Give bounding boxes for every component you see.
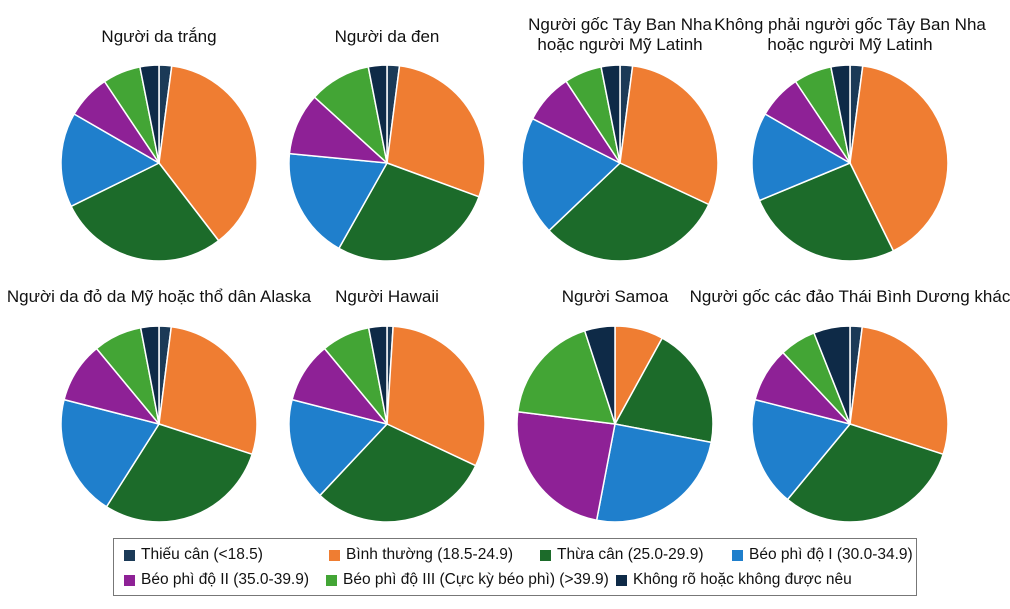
pie-slice-obesity-3 — [517, 330, 616, 425]
legend-item-overweight: Thừa cân (25.0-29.9) — [540, 546, 704, 564]
pie-slice-unknown — [367, 64, 388, 164]
pie-slice-unknown — [830, 64, 851, 164]
legend-swatch — [326, 574, 337, 586]
pie-slice-unknown — [367, 325, 388, 425]
legend-swatch — [540, 549, 551, 561]
pie-slice-normal — [386, 65, 486, 198]
legend-item-underweight: Thiếu cân (<18.5) — [124, 546, 263, 564]
pie-title: Người da trắng — [101, 27, 216, 46]
pie-slice-unknown — [583, 325, 616, 425]
pie-2: Người da đen — [288, 27, 486, 262]
legend-label: Không rõ hoặc không được nêu — [633, 571, 852, 588]
pie-title: Không phải người gốc Tây Ban Nha — [714, 15, 986, 34]
legend-swatch — [124, 549, 135, 561]
pie-slice-obesity-1 — [60, 113, 160, 208]
pie-title: hoặc người Mỹ Latinh — [537, 35, 702, 54]
pie-title: hoặc người Mỹ Latinh — [767, 35, 932, 54]
pie-slice-normal — [849, 326, 949, 456]
legend-label: Béo phì độ I (30.0-34.9) — [749, 546, 913, 563]
pie-slice-overweight — [614, 337, 714, 444]
pie-slice-obesity-1 — [521, 117, 621, 232]
pie-slice-normal — [619, 65, 719, 206]
pie-slice-obesity-1 — [595, 423, 713, 523]
pie-slice-overweight — [758, 162, 895, 262]
legend-label: Thiếu cân (<18.5) — [141, 546, 263, 563]
pie-slice-overweight — [319, 423, 477, 523]
pie-slice-overweight — [786, 423, 944, 523]
legend-label: Bình thường (18.5-24.9) — [346, 546, 514, 563]
pie-slice-overweight — [70, 162, 220, 262]
legend-item-unknown: Không rõ hoặc không được nêu — [616, 571, 852, 589]
legend-swatch — [616, 574, 627, 586]
legend-swatch — [732, 549, 743, 561]
pie-slice-unknown — [139, 325, 160, 425]
legend-item-normal: Bình thường (18.5-24.9) — [329, 546, 513, 564]
pie-slice-normal — [158, 65, 258, 242]
legend-label: Béo phì độ III (Cực kỳ béo phì) (>39.9) — [343, 571, 609, 588]
legend-item-obesity-1: Béo phì độ I (30.0-34.9) — [732, 546, 913, 564]
pie-8: Người gốc các đảo Thái Bình Dương khác — [690, 287, 1010, 523]
legend-item-obesity-2: Béo phì độ II (35.0-39.9) — [124, 571, 309, 589]
pie-7: Người Samoa — [516, 287, 714, 523]
pie-5: Người da đỏ da Mỹ hoặc thổ dân Alaska — [7, 287, 312, 523]
legend-item-obesity-3: Béo phì độ III (Cực kỳ béo phì) (>39.9) — [326, 571, 609, 589]
legend-label: Béo phì độ II (35.0-39.9) — [141, 571, 310, 588]
legend-swatch — [329, 549, 340, 561]
pie-1: Người da trắng — [60, 27, 258, 262]
pie-slice-obesity-1 — [751, 398, 851, 501]
legend-swatch — [124, 574, 135, 586]
pie-slice-unknown — [813, 325, 851, 425]
pie-slice-obesity-2 — [516, 410, 616, 522]
pie-title: Người da đen — [335, 27, 440, 46]
pie-slice-obesity-1 — [288, 398, 388, 497]
legend-label: Thừa cân (25.0-29.9) — [557, 546, 704, 563]
pie-slice-normal — [386, 325, 486, 467]
pie-slice-unknown — [139, 64, 160, 164]
pie-slice-obesity-1 — [288, 152, 388, 250]
pie-title: Người gốc Tây Ban Nha — [528, 15, 712, 34]
legend: Thiếu cân (<18.5) Bình thường (18.5-24.9… — [113, 538, 917, 596]
pie-title: Người Samoa — [562, 287, 669, 306]
pie-6: Người Hawaii — [288, 287, 486, 523]
pie-slice-obesity-1 — [60, 398, 160, 508]
pie-slice-normal — [849, 65, 949, 252]
pie-slice-overweight — [105, 423, 253, 523]
pie-title: Người Hawaii — [335, 287, 439, 306]
pie-title: Người da đỏ da Mỹ hoặc thổ dân Alaska — [7, 287, 312, 306]
pie-slice-obesity-1 — [751, 113, 851, 202]
pie-slice-unknown — [600, 64, 621, 164]
pie-slice-normal — [158, 326, 258, 456]
pie-title: Người gốc các đảo Thái Bình Dương khác — [690, 287, 1010, 306]
pie-slice-overweight — [548, 162, 710, 262]
